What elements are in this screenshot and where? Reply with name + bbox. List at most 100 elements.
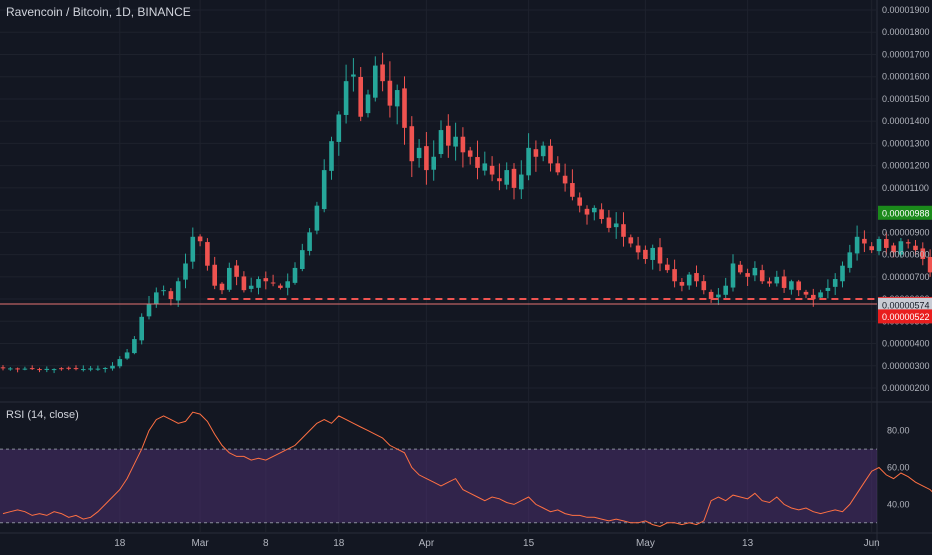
- candle-body: [285, 281, 290, 288]
- candle-body: [81, 369, 86, 371]
- candle-body: [577, 197, 582, 206]
- price-tick-label: 0.00001200: [882, 161, 930, 171]
- candle-body: [212, 264, 217, 286]
- candle-body: [438, 130, 444, 155]
- candle-body: [197, 236, 203, 242]
- candle-body: [248, 285, 254, 289]
- candle-body: [416, 147, 422, 159]
- candle-body: [139, 316, 144, 341]
- candle-body: [373, 65, 378, 98]
- candle-body: [665, 264, 670, 271]
- candle-body: [343, 81, 349, 115]
- candle-body: [511, 168, 517, 188]
- candle-body: [161, 290, 166, 292]
- candle-body: [592, 207, 597, 213]
- candle-body: [686, 274, 692, 286]
- candle-body: [431, 156, 436, 170]
- candle-body: [132, 339, 137, 354]
- candle-body: [570, 183, 575, 197]
- candle-body: [913, 245, 918, 251]
- candle-body: [22, 368, 28, 370]
- candle-body: [584, 208, 590, 215]
- candle-body: [730, 263, 736, 288]
- candle-body: [716, 294, 721, 298]
- candle-body: [387, 80, 393, 106]
- candle-body: [124, 352, 130, 359]
- candle-body: [643, 249, 648, 260]
- candle-body: [59, 368, 64, 370]
- candle-body: [540, 145, 546, 157]
- candle-body: [205, 242, 210, 266]
- candle-body: [533, 149, 539, 157]
- candle-body: [234, 265, 239, 277]
- pair-title: Ravencoin / Bitcoin, 1D, BINANCE: [6, 5, 191, 19]
- candle-body: [825, 287, 831, 291]
- candle-body: [219, 283, 225, 291]
- candle-body: [555, 163, 561, 173]
- candle-body: [840, 265, 845, 282]
- price-badge-label: 0.00000522: [882, 312, 930, 322]
- rsi-label: RSI (14, close): [6, 409, 79, 421]
- date-tick-label: May: [636, 538, 655, 549]
- price-tick-label: 0.00000300: [882, 361, 930, 371]
- date-tick-label: 8: [263, 538, 269, 549]
- candle-body: [314, 205, 320, 231]
- candle-body: [738, 264, 743, 273]
- candle-body: [862, 238, 867, 244]
- candle-body: [44, 368, 50, 370]
- rsi-tick-label: 40.00: [887, 499, 910, 509]
- date-tick-label: 15: [523, 538, 535, 549]
- candle-body: [613, 223, 619, 228]
- price-tick-label: 0.00000400: [882, 339, 930, 349]
- candle-body: [168, 291, 174, 300]
- candle-body: [365, 94, 371, 114]
- candle-body: [402, 88, 407, 128]
- candle-body: [154, 292, 159, 304]
- candle-body: [453, 136, 458, 147]
- candle-body: [117, 359, 123, 367]
- candle-body: [869, 246, 874, 251]
- price-tick-label: 0.00001300: [882, 138, 930, 148]
- candle-body: [424, 146, 429, 171]
- candle-body: [394, 90, 400, 107]
- candle-body: [175, 281, 181, 301]
- price-badge-label: 0.00000574: [882, 300, 930, 310]
- candle-body: [708, 291, 714, 300]
- candle-body: [73, 368, 79, 370]
- candle-body: [781, 276, 787, 288]
- price-tick-label: 0.00001100: [882, 183, 929, 193]
- candle-body: [891, 245, 896, 253]
- rsi-tick-label: 60.00: [887, 463, 910, 473]
- rsi-line: [2, 411, 932, 528]
- candle-body: [884, 239, 889, 248]
- price-badge-bg: [878, 205, 932, 220]
- candle-body: [95, 368, 101, 370]
- candlestick-series: [0, 52, 932, 374]
- candle-body: [110, 365, 115, 369]
- candle-body: [8, 368, 13, 370]
- candle-body: [526, 147, 531, 176]
- price-tick-label: 0.00001500: [882, 94, 930, 104]
- candle-body: [847, 252, 853, 268]
- candle-body: [351, 74, 356, 77]
- candle-body: [270, 282, 276, 284]
- candle-body: [635, 245, 641, 253]
- candle-body: [759, 270, 765, 282]
- candle-body: [475, 157, 480, 168]
- candle-body: [876, 239, 882, 252]
- candle-body: [146, 303, 152, 317]
- price-tick-label: 0.00000700: [882, 272, 930, 282]
- candle-body: [519, 174, 524, 190]
- candle-body: [51, 369, 57, 371]
- candle-body: [789, 281, 794, 290]
- candle-body: [796, 281, 801, 291]
- axes: 0.000002000.000003000.000004000.00000500…: [114, 5, 932, 549]
- candle-body: [37, 369, 42, 371]
- candle-body: [409, 126, 415, 162]
- candle-body: [745, 273, 750, 277]
- candle-body: [898, 241, 904, 255]
- candle-body: [657, 247, 663, 264]
